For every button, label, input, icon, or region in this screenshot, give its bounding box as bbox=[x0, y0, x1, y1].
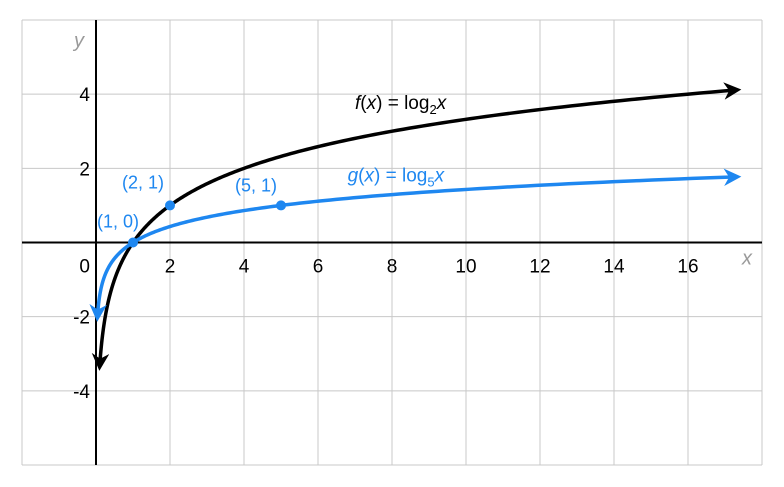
g-label: g(x) = log5x bbox=[348, 165, 446, 189]
point-label: (1, 0) bbox=[97, 212, 139, 232]
labels: 2 4 6 8 10 12 14 16 4 2 -2 -4 0 x y f(x) = log2x g(x) = … bbox=[72, 30, 753, 403]
origin-label: 0 bbox=[79, 257, 90, 278]
point-label: (5, 1) bbox=[235, 175, 277, 195]
x-tick-label: 6 bbox=[313, 257, 324, 278]
y-tick-label: 2 bbox=[79, 159, 90, 180]
x-tick-label: 2 bbox=[165, 257, 176, 278]
f-label: f(x) = log2x bbox=[355, 93, 448, 117]
y-axis-title: y bbox=[72, 30, 85, 52]
y-tick-label: 4 bbox=[79, 85, 90, 106]
y-tick-label: -2 bbox=[73, 308, 90, 329]
point-marker bbox=[276, 200, 286, 211]
curves bbox=[89, 82, 742, 371]
g-curve bbox=[89, 168, 742, 322]
x-tick-label: 10 bbox=[455, 257, 476, 278]
x-tick-label: 16 bbox=[677, 257, 698, 278]
f-curve bbox=[91, 82, 742, 371]
point-marker bbox=[128, 237, 138, 248]
x-axis-title: x bbox=[741, 248, 753, 270]
point-marker bbox=[165, 200, 175, 211]
x-tick-label: 8 bbox=[387, 257, 398, 278]
x-tick-label: 12 bbox=[529, 257, 550, 278]
x-tick-label: 14 bbox=[603, 257, 625, 278]
x-tick-label: 4 bbox=[239, 257, 250, 278]
y-tick-label: -4 bbox=[73, 382, 90, 403]
points bbox=[128, 200, 286, 248]
point-label: (2, 1) bbox=[122, 172, 164, 192]
